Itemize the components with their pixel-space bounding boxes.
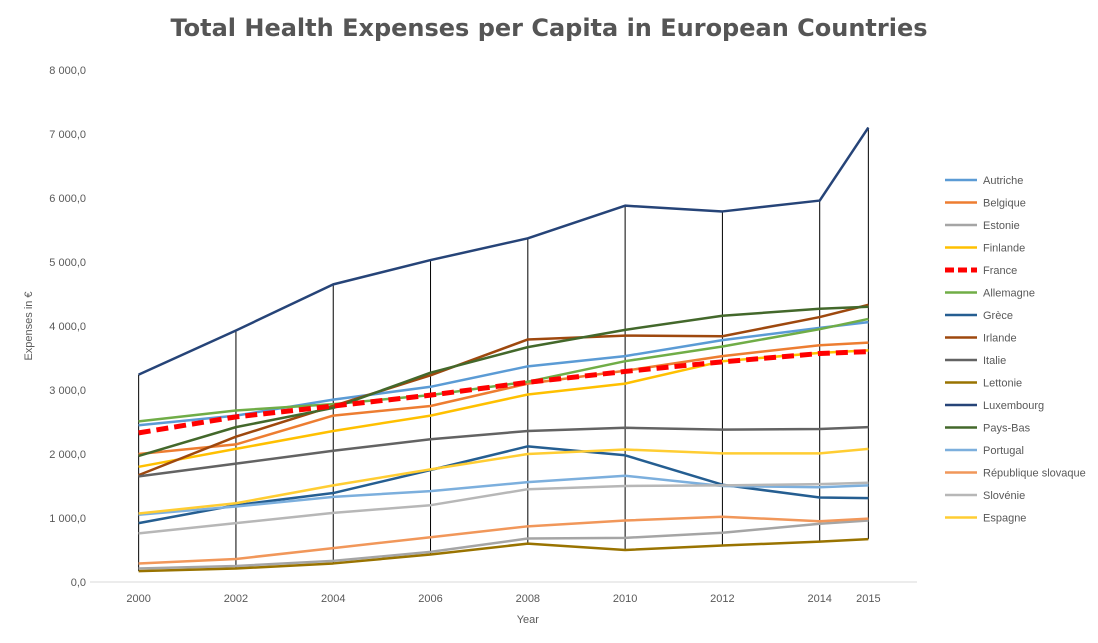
legend-group: Autriche Belgique Estonie Finlande France All… <box>945 175 1086 525</box>
legend-label: Portugal <box>983 445 1024 457</box>
x-tick-label: 2002 <box>224 593 248 605</box>
y-tick-label: 4 000,0 <box>49 321 86 333</box>
legend-label: Slovénie <box>983 490 1025 502</box>
x-tick-label: 2010 <box>613 593 637 605</box>
x-tick-label: 2008 <box>516 593 540 605</box>
series-line-france <box>138 349 869 436</box>
axis-group: 0,0 1 000,0 2 000,0 3 000,0 4 000,0 5 000,0 6 … <box>23 65 917 626</box>
legend-label: Allemagne <box>983 288 1035 300</box>
y-tick-label: 7 000,0 <box>49 129 86 141</box>
x-tick-label: 2006 <box>418 593 442 605</box>
legend-label: République slovaque <box>983 468 1086 480</box>
series-line-espagne <box>138 447 869 515</box>
series-group <box>138 126 870 573</box>
series-line-belgique <box>138 341 869 456</box>
legend-label: Pays-Bas <box>983 423 1031 435</box>
y-tick-label: 2 000,0 <box>49 449 86 461</box>
legend-label: Grèce <box>983 310 1013 322</box>
series-line-slov-nie <box>138 481 869 535</box>
legend-label: Irlande <box>983 333 1017 345</box>
y-tick-label: 0,0 <box>71 577 86 589</box>
y-tick-label: 5 000,0 <box>49 257 86 269</box>
legend-label: Finlande <box>983 243 1025 255</box>
legend-label: France <box>983 265 1017 277</box>
y-tick-label: 3 000,0 <box>49 385 86 397</box>
x-tick-label: 2015 <box>856 593 880 605</box>
series-line-irlande <box>138 303 869 477</box>
y-tick-label: 8 000,0 <box>49 65 86 77</box>
y-tick-label: 1 000,0 <box>49 513 86 525</box>
x-tick-label: 2004 <box>321 593 345 605</box>
series-line-autriche <box>138 320 869 427</box>
x-tick-label: 2012 <box>710 593 734 605</box>
x-axis-title: Year <box>517 614 540 626</box>
series-line-pays-bas <box>138 305 869 458</box>
x-tick-label: 2014 <box>807 593 831 605</box>
legend-label: Autriche <box>983 175 1023 187</box>
series-line-estonie <box>138 519 869 570</box>
legend-label: Lettonie <box>983 378 1022 390</box>
legend-label: Estonie <box>983 220 1020 232</box>
legend-label: Belgique <box>983 198 1026 210</box>
series-line-italie <box>138 425 869 478</box>
series-line-lettonie <box>138 537 869 573</box>
series-line-gr-ce <box>138 445 869 525</box>
chart-title: Total Health Expenses per Capita in Euro… <box>170 14 928 42</box>
y-tick-label: 6 000,0 <box>49 193 86 205</box>
legend-label: Luxembourg <box>983 400 1044 412</box>
legend-label: Italie <box>983 355 1006 367</box>
series-line-luxembourg <box>138 126 870 376</box>
y-axis-title: Expenses in € <box>23 291 35 360</box>
legend-label: Espagne <box>983 513 1026 525</box>
x-tick-label: 2000 <box>126 593 150 605</box>
series-line-allemagne <box>138 317 869 423</box>
series-line-portugal <box>138 474 869 517</box>
series-line-r-publique-slovaque <box>138 515 869 565</box>
